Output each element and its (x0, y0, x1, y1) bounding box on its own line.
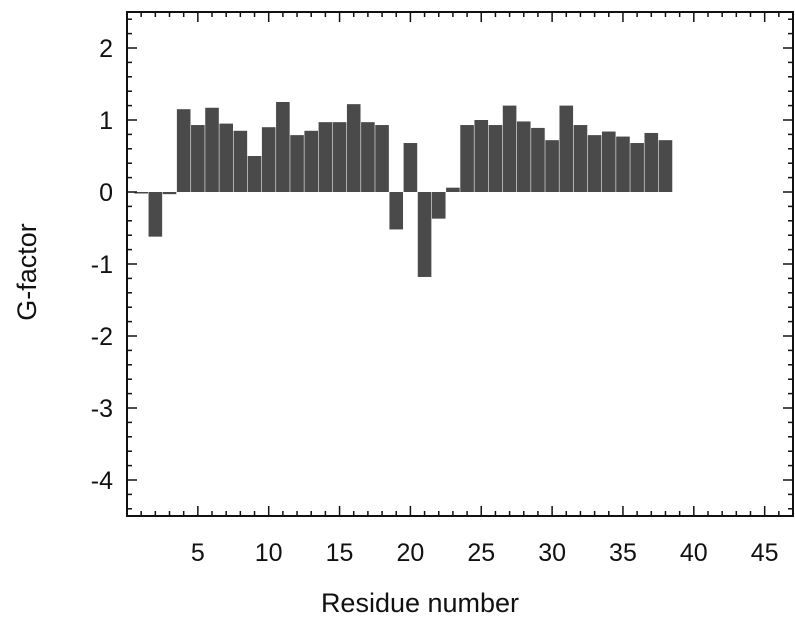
bar-residue-26 (488, 125, 503, 192)
bar-residue-36 (630, 143, 644, 192)
bar-residue-28 (516, 121, 531, 192)
bar-residue-14 (318, 122, 333, 192)
bar-residue-18 (375, 125, 389, 192)
bar-residue-8 (233, 130, 248, 192)
bar-residue-15 (332, 122, 347, 192)
bar-residue-10 (261, 127, 276, 192)
x-tick-label-15: 15 (326, 539, 354, 567)
x-tick-label-40: 40 (680, 539, 708, 567)
y-tick-label-1: 1 (99, 107, 113, 135)
bar-residue-31 (559, 105, 574, 192)
y-tick-labels: 2 1 0 -1 -2 -3 -4 (91, 35, 113, 495)
bar-residue-25 (474, 120, 489, 192)
y-tick-label-4: -2 (91, 323, 113, 351)
y-tick-label-0: 2 (99, 35, 113, 63)
x-tick-label-10: 10 (255, 539, 283, 567)
plot-frame (126, 11, 794, 517)
y-tick-label-2: 0 (99, 179, 113, 207)
x-tick-label-45: 45 (751, 539, 779, 567)
bar-residue-21 (417, 192, 432, 277)
bar-residue-12 (290, 135, 304, 192)
bar-residue-35 (616, 136, 630, 192)
bar-residue-24 (460, 125, 474, 192)
bar-residue-17 (361, 122, 375, 192)
bar-residue-23 (446, 187, 460, 192)
x-tick-label-25: 25 (467, 539, 495, 567)
x-axis-title: Residue number (321, 588, 519, 618)
bar-residue-22 (431, 192, 446, 219)
bar-residue-11 (276, 102, 290, 192)
bar-residue-34 (601, 131, 616, 192)
bar-residue-29 (531, 127, 545, 192)
bar-residue-6 (205, 107, 219, 192)
x-tick-label-35: 35 (609, 539, 637, 567)
bar-residue-9 (247, 156, 262, 192)
bar-residue-16 (346, 104, 361, 192)
bar-residue-2 (148, 192, 163, 237)
bar-residue-1 (134, 192, 148, 194)
bar-residue-37 (644, 132, 659, 192)
bar-residue-27 (502, 105, 517, 192)
bar-residue-33 (587, 135, 602, 192)
bar-residue-3 (162, 192, 177, 195)
bar-residue-4 (176, 109, 191, 192)
bar-residue-38 (658, 140, 673, 192)
bar-residue-20 (403, 143, 418, 192)
x-tick-label-20: 20 (396, 539, 424, 567)
x-tick-labels: 5 10 15 20 25 30 35 40 45 (191, 539, 779, 567)
bars-group (134, 102, 673, 277)
bar-residue-13 (304, 130, 319, 192)
y-tick-label-3: -1 (91, 251, 113, 279)
y-tick-label-6: -4 (91, 467, 113, 495)
x-tick-label-5: 5 (191, 539, 205, 567)
ticks-group (127, 12, 793, 516)
bar-residue-5 (191, 125, 205, 192)
y-axis-title: G-factor (12, 223, 42, 321)
bar-residue-30 (545, 140, 559, 192)
y-tick-label-5: -3 (91, 395, 113, 423)
bar-residue-32 (573, 125, 588, 192)
bar-residue-19 (389, 192, 404, 230)
bar-residue-7 (219, 123, 233, 192)
x-tick-label-30: 30 (538, 539, 566, 567)
